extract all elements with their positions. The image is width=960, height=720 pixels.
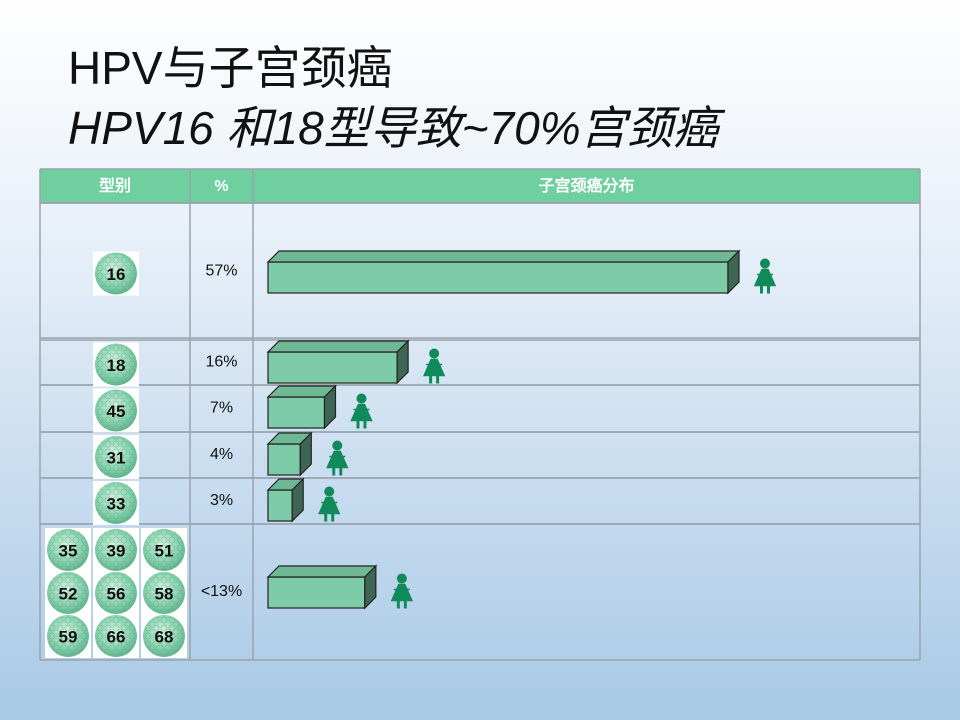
bar <box>267 261 729 294</box>
bar-side <box>299 431 312 477</box>
person-leg <box>332 467 336 476</box>
bar-side <box>727 249 740 295</box>
person-leg <box>339 467 343 476</box>
bar-side <box>323 384 337 430</box>
percent-label: 3% <box>210 492 233 509</box>
person-head <box>396 573 407 584</box>
person-head <box>429 348 440 359</box>
person-leg <box>331 513 335 522</box>
person-head <box>332 440 343 451</box>
virus-texture <box>47 615 89 657</box>
type-label: 33 <box>107 494 126 513</box>
virus-texture <box>143 529 185 571</box>
person-body <box>753 268 777 287</box>
person-body <box>326 450 349 469</box>
column-header: 型别 <box>99 177 131 195</box>
type-label: 35 <box>59 541 78 560</box>
type-label: 68 <box>155 627 174 646</box>
type-label: 16 <box>107 265 126 284</box>
bar <box>267 489 293 522</box>
virus-texture <box>95 343 137 386</box>
type-label: 51 <box>155 541 174 560</box>
person-body <box>390 583 413 602</box>
percent-label: <13% <box>201 583 242 600</box>
virus-texture <box>95 252 137 295</box>
type-label: 66 <box>107 627 126 646</box>
header-row <box>40 169 920 203</box>
type-label: 52 <box>59 584 78 603</box>
person-leg <box>403 600 407 609</box>
bar-side <box>364 564 377 610</box>
column-header: 子宫颈癌分布 <box>538 176 634 195</box>
virus-texture <box>47 572 89 614</box>
percent-label: 7% <box>210 400 233 417</box>
person-leg <box>436 375 440 384</box>
virus-texture <box>143 615 185 657</box>
bar <box>267 443 301 476</box>
bar <box>267 576 366 609</box>
percent-label: 16% <box>205 354 237 371</box>
percent-label: 4% <box>210 446 233 463</box>
type-label: 39 <box>107 541 126 560</box>
bar <box>267 351 398 384</box>
type-label: 59 <box>59 627 78 646</box>
bar-top <box>266 250 741 263</box>
virus-texture <box>95 615 137 657</box>
person-leg <box>324 513 328 522</box>
column-header: % <box>214 178 228 195</box>
bar-side <box>396 339 409 385</box>
person-head <box>759 258 770 269</box>
person-leg <box>766 285 770 294</box>
virus-texture <box>95 529 137 571</box>
type-label: 58 <box>155 584 174 603</box>
person-leg <box>759 285 763 294</box>
virus-texture <box>95 389 137 432</box>
type-label: 18 <box>107 356 126 375</box>
bar <box>267 396 326 429</box>
virus-texture <box>47 529 89 571</box>
type-label: 45 <box>107 402 126 421</box>
person-leg <box>356 420 360 429</box>
bar-side <box>291 477 304 523</box>
type-label: 31 <box>107 448 126 467</box>
virus-texture <box>95 572 137 614</box>
virus-texture <box>95 436 137 478</box>
bar-top <box>266 340 410 353</box>
person-leg <box>363 420 367 429</box>
person-leg <box>396 600 400 609</box>
person-leg <box>429 375 433 384</box>
person-body <box>422 358 446 377</box>
title: HPV与子宫颈癌 <box>68 42 393 94</box>
virus-texture <box>95 482 137 524</box>
virus-texture <box>143 572 185 614</box>
person-body <box>318 496 341 515</box>
person-head <box>324 486 335 497</box>
subtitle: HPV16 和18型导致~70%宫颈癌 <box>68 102 726 154</box>
person-head <box>356 393 367 404</box>
person-body <box>350 403 373 422</box>
type-label: 56 <box>107 584 126 603</box>
percent-label: 57% <box>205 263 237 280</box>
bar-top <box>266 565 378 578</box>
table: 型别% 子宫颈癌分布 16 57% 18 16% 45 7% 31 4% 33 3% 35 39 51 52 5… <box>39 168 921 661</box>
